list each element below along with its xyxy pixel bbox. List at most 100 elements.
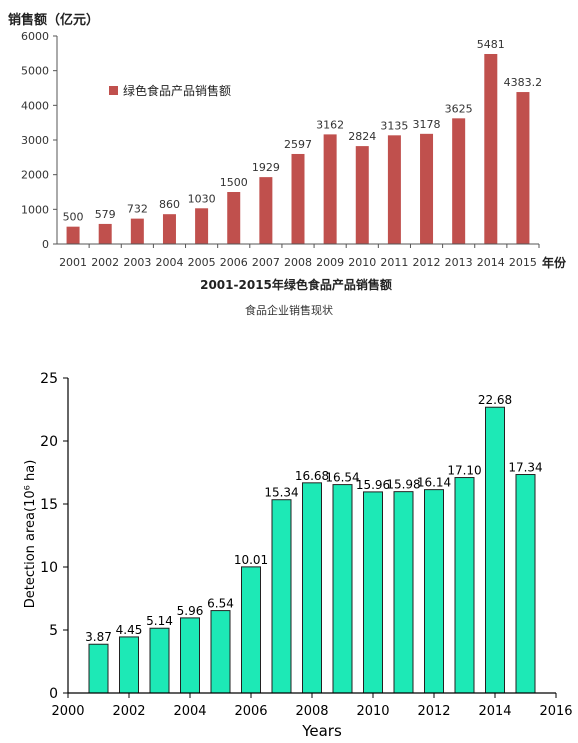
- chart2-y-tick-label: 5: [49, 623, 58, 639]
- chart2-x-tick-label: 2008: [295, 704, 328, 719]
- chart1-data-label: 579: [95, 208, 116, 221]
- chart1-x-tick-label: 2004: [155, 256, 183, 269]
- chart1-x-tick-label: 2010: [348, 256, 376, 269]
- chart2-bar: [332, 484, 353, 694]
- chart2-y-tick-label: 15: [40, 497, 58, 513]
- chart1-caption: 食品企业销售现状: [245, 304, 333, 317]
- chart1-bar: [452, 118, 466, 244]
- chart2-data-label: 17.10: [447, 464, 481, 478]
- chart1-bar: [291, 153, 305, 244]
- chart2-bar: [485, 406, 505, 694]
- chart2-bar: [515, 474, 536, 694]
- chart1-data-label: 1030: [188, 192, 216, 205]
- chart1-data-label: 2824: [348, 130, 376, 143]
- chart1-y-tick-label: 2000: [21, 169, 49, 182]
- chart2-xlabel: Years: [301, 722, 342, 740]
- chart2-x-tick-label: 2000: [51, 704, 84, 719]
- chart2-bar: [363, 491, 383, 694]
- chart1-bar: [484, 53, 498, 244]
- chart1-ylabel: 销售额（亿元）: [8, 12, 99, 28]
- chart2-bar: [454, 477, 475, 694]
- chart1-data-label: 4383.2: [504, 76, 543, 89]
- chart2-data-label: 5.96: [177, 604, 204, 618]
- chart1-legend-label: 绿色食品产品销售额: [123, 83, 231, 98]
- chart2-x-tick-label: 2012: [417, 704, 450, 719]
- chart1-x-tick-label: 2007: [252, 256, 280, 269]
- chart2-data-labels: 3.87 4.455.14 5.966.54 10.01 15.34 16.6816.54…: [85, 393, 543, 644]
- chart2-x-ticks: 2000 2002 2004 2006 2008 2010 2012 2014 2016: [51, 693, 573, 719]
- chart1-bar: [387, 135, 401, 244]
- chart1-bar: [323, 134, 337, 244]
- chart2-ylabel: Detection area(10⁶ ha): [23, 460, 38, 609]
- chart1-data-label: 1500: [220, 176, 248, 189]
- chart1-data-label: 3178: [413, 118, 441, 131]
- chart2-data-label: 15.98: [386, 478, 420, 492]
- chart1-y-tick-label: 6000: [21, 30, 49, 43]
- chart1-bar: [227, 192, 241, 244]
- chart1-data-label: 500: [63, 211, 84, 224]
- sales-bar-chart: 销售额（亿元） 0 1000 2000 3000 4000 5000 6000 500 579…: [8, 12, 567, 292]
- chart2-y-tick-label: 20: [40, 434, 58, 450]
- chart1-bar: [420, 133, 434, 244]
- chart2-bar: [241, 566, 261, 694]
- chart2-bar: [271, 499, 292, 694]
- chart2-x-tick-label: 2002: [112, 704, 145, 719]
- chart1-y-ticks: 0 1000 2000 3000 4000 5000 6000: [21, 30, 57, 251]
- chart2-x-tick-label: 2010: [356, 704, 389, 719]
- chart1-data-label: 860: [159, 198, 180, 211]
- chart1-bar: [162, 214, 176, 244]
- chart1-y-tick-label: 0: [42, 238, 49, 251]
- chart2-bar: [302, 482, 322, 694]
- chart2-bar: [88, 643, 109, 694]
- chart2-data-label: 10.01: [234, 553, 268, 567]
- chart1-x-tick-label: 2002: [91, 256, 119, 269]
- chart1-data-label: 3162: [316, 118, 344, 131]
- chart2-bar: [149, 627, 170, 694]
- chart1-y-tick-label: 5000: [21, 65, 49, 78]
- chart1-bar: [66, 226, 80, 244]
- chart1-data-label: 732: [127, 203, 148, 216]
- chart2-x-tick-label: 2004: [173, 704, 206, 719]
- chart1-y-tick-label: 3000: [21, 134, 49, 147]
- chart1-bar: [130, 218, 144, 244]
- chart2-data-label: 22.68: [478, 393, 512, 407]
- chart2-data-label: 4.45: [116, 623, 143, 637]
- chart2-data-label: 3.87: [85, 630, 112, 644]
- chart2-data-label: 17.34: [508, 461, 542, 475]
- chart1-x-tick-label: 2015: [509, 256, 537, 269]
- chart2-data-label: 16.54: [325, 471, 359, 485]
- chart1-y-tick-label: 4000: [21, 99, 49, 112]
- chart2-x-tick-label: 2006: [234, 704, 267, 719]
- chart2-y-ticks: 0 5 10 15 20 25: [40, 371, 68, 702]
- chart2-bar: [393, 491, 414, 694]
- chart2-data-label: 5.14: [146, 614, 173, 628]
- chart1-x-tick-label: 2005: [188, 256, 216, 269]
- chart1-data-label: 3135: [380, 119, 408, 132]
- chart1-data-label: 2597: [284, 138, 312, 151]
- chart1-x-tick-label: 2011: [380, 256, 408, 269]
- chart1-x-tick-label: 2008: [284, 256, 312, 269]
- chart2-bar: [180, 617, 200, 694]
- chart2-bars: [88, 406, 536, 694]
- chart2-data-label: 16.68: [295, 469, 329, 483]
- chart1-data-labels: 500 579 732 860 1030 1500 1929 2597 3162 2824 3135…: [63, 38, 543, 224]
- chart2-bar: [424, 489, 444, 694]
- chart2-data-label: 15.96: [356, 478, 390, 492]
- chart1-bar: [355, 146, 369, 244]
- chart2-bar: [119, 636, 139, 694]
- chart1-x-tick-label: 2003: [123, 256, 151, 269]
- chart2-y-tick-label: 0: [49, 686, 58, 702]
- chart1-y-tick-label: 1000: [21, 203, 49, 216]
- chart2-x-tick-label: 2016: [539, 704, 572, 719]
- chart2-y-tick-label: 10: [40, 560, 58, 576]
- chart2-x-tick-label: 2014: [478, 704, 511, 719]
- chart2-bar: [210, 610, 231, 694]
- chart1-data-label: 3625: [445, 102, 473, 115]
- chart1-title: 2001-2015年绿色食品产品销售额: [200, 277, 392, 292]
- chart2-data-label: 6.54: [207, 597, 234, 611]
- chart2-data-label: 15.34: [264, 486, 298, 500]
- chart1-x-tick-label: 2013: [445, 256, 473, 269]
- chart1-legend-swatch: [109, 86, 118, 95]
- chart1-bar: [98, 223, 112, 244]
- chart1-x-tick-label: 2012: [413, 256, 441, 269]
